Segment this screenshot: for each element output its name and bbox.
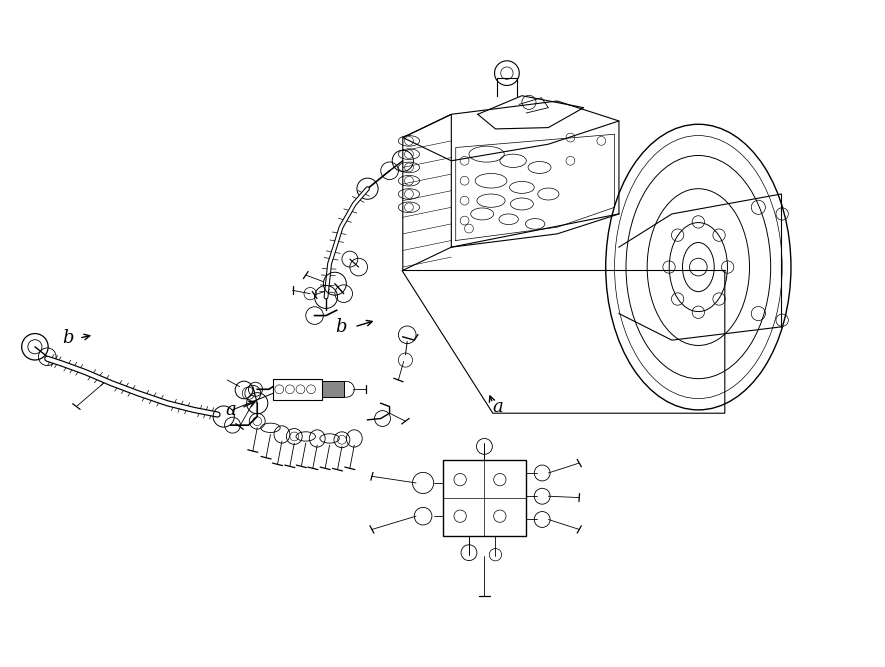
Bar [442, 460, 527, 536]
Bar [273, 379, 321, 400]
Text: a: a [493, 398, 504, 416]
Text: a: a [226, 401, 236, 419]
Text: b: b [62, 329, 73, 347]
Bar [321, 382, 343, 398]
Text: b: b [335, 318, 347, 336]
